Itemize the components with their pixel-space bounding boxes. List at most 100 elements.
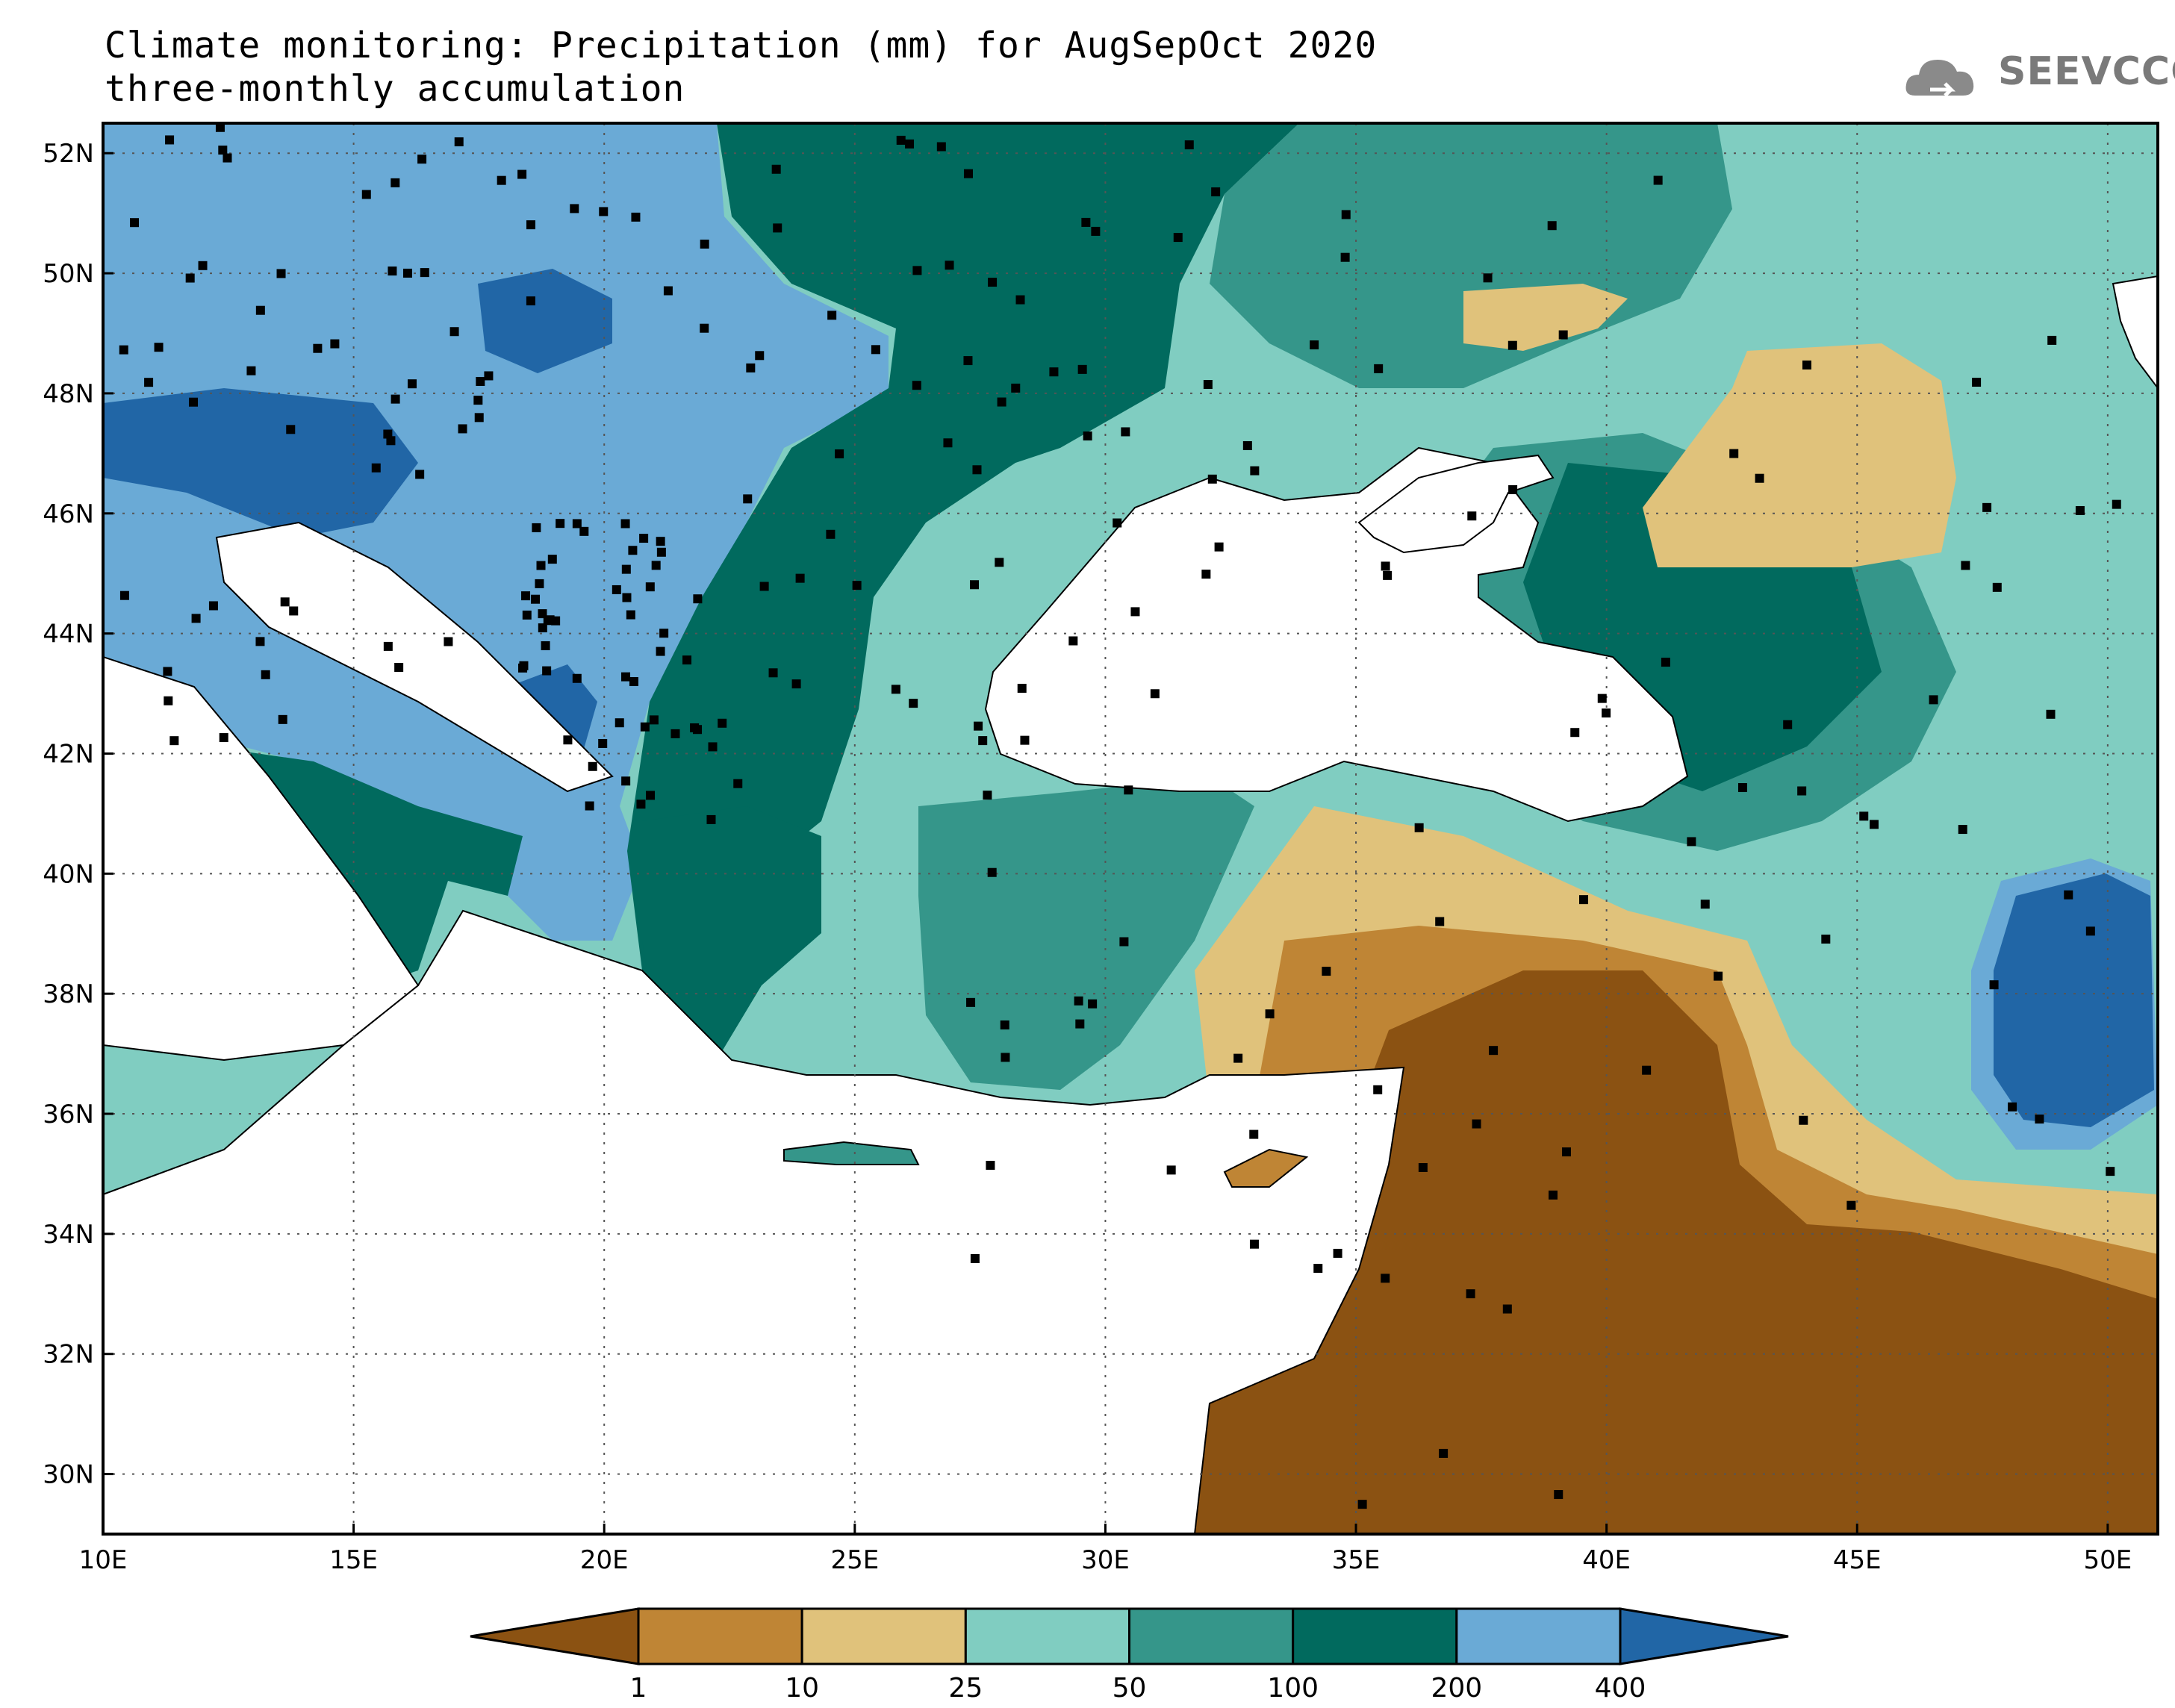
- colorbar-label: 25: [948, 1673, 983, 1704]
- station-marker: [972, 465, 982, 475]
- station-marker: [1088, 999, 1098, 1009]
- station-marker: [1333, 1248, 1342, 1258]
- station-marker: [588, 761, 597, 771]
- station-marker: [682, 655, 692, 665]
- station-marker: [1558, 330, 1568, 340]
- station-marker: [198, 261, 208, 270]
- station-marker: [1068, 636, 1078, 646]
- region-dry-russia: [1643, 343, 1956, 567]
- station-marker: [1119, 937, 1129, 947]
- station-marker: [768, 668, 778, 678]
- station-marker: [970, 1253, 980, 1263]
- lon-tick-label: 15E: [329, 1545, 378, 1575]
- station-marker: [1203, 380, 1213, 390]
- station-marker: [1961, 561, 1970, 570]
- station-marker: [521, 591, 531, 601]
- station-marker: [218, 146, 228, 155]
- station-marker: [640, 722, 650, 732]
- station-marker: [390, 178, 400, 187]
- lat-tick-label: 50N: [43, 259, 94, 289]
- station-marker: [693, 594, 703, 604]
- station-marker: [1130, 607, 1140, 617]
- region-levant-dark-brown: [1187, 970, 2158, 1534]
- caspian-sea: [2112, 275, 2158, 390]
- station-marker: [1797, 786, 1807, 796]
- station-marker: [1972, 378, 1982, 387]
- station-marker: [1472, 1119, 1481, 1129]
- station-marker: [215, 123, 225, 132]
- station-marker: [313, 343, 323, 353]
- station-marker: [871, 345, 880, 355]
- station-marker: [330, 339, 340, 349]
- station-marker: [614, 718, 624, 728]
- sea-areas: [103, 275, 2158, 1534]
- station-marker: [912, 381, 921, 390]
- station-marker: [1000, 1020, 1009, 1030]
- station-marker: [1091, 226, 1101, 236]
- station-marker: [746, 363, 756, 373]
- station-marker: [1074, 996, 1083, 1006]
- station-marker: [795, 573, 805, 583]
- region-caucasus-deep: [1994, 873, 2154, 1127]
- station-marker: [995, 558, 1004, 567]
- station-marker: [1373, 1085, 1383, 1094]
- station-marker: [1929, 695, 1938, 705]
- station-marker: [986, 1161, 995, 1171]
- colorbar-label: 10: [785, 1673, 819, 1704]
- station-marker: [1729, 449, 1739, 458]
- station-marker: [1322, 967, 1331, 976]
- station-marker: [407, 379, 417, 389]
- station-marker: [1869, 820, 1879, 829]
- region-western-blue: [103, 123, 889, 941]
- station-marker: [773, 223, 782, 233]
- station-marker: [154, 343, 164, 352]
- station-marker: [943, 438, 953, 448]
- station-marker: [1077, 364, 1087, 374]
- station-marker: [246, 366, 256, 375]
- lat-tick-label: 36N: [43, 1100, 94, 1129]
- station-marker: [1755, 473, 1764, 483]
- precipitation-field: [103, 123, 2158, 1534]
- station-marker: [656, 537, 665, 546]
- station-marker: [208, 601, 218, 611]
- station-marker: [276, 269, 286, 278]
- map-title: Climate monitoring: Precipitation (mm) f…: [105, 25, 1378, 66]
- station-marker: [852, 581, 862, 590]
- station-marker: [1642, 1065, 1652, 1075]
- lat-tick-label: 30N: [43, 1460, 94, 1490]
- station-marker: [612, 585, 621, 594]
- colorbar-label: 50: [1113, 1673, 1147, 1704]
- station-marker: [598, 738, 608, 748]
- station-marker: [417, 155, 427, 164]
- station-marker: [526, 296, 535, 306]
- lon-tick-label: 50E: [2084, 1545, 2132, 1575]
- station-marker: [1313, 1264, 1323, 1274]
- lat-tick-label: 42N: [43, 739, 94, 769]
- station-marker: [1265, 1009, 1275, 1019]
- station-marker: [420, 268, 429, 278]
- station-marker: [706, 814, 716, 824]
- adriatic-sea: [215, 521, 614, 793]
- region-czech-deep: [478, 269, 612, 373]
- station-marker: [1989, 980, 1999, 990]
- station-marker: [1081, 217, 1091, 227]
- tyrrhenian-sea: [103, 655, 420, 1062]
- station-marker: [191, 614, 201, 623]
- station-marker: [978, 736, 988, 746]
- station-markers: [119, 123, 2121, 1509]
- station-marker: [1714, 971, 1723, 981]
- station-marker: [144, 378, 154, 387]
- station-marker: [542, 666, 552, 676]
- station-marker: [563, 735, 573, 745]
- station-marker: [1250, 466, 1260, 476]
- station-marker: [1570, 728, 1580, 738]
- station-marker: [649, 715, 659, 725]
- station-marker: [1548, 1190, 1558, 1200]
- station-marker: [169, 736, 179, 746]
- station-marker: [2046, 709, 2056, 719]
- station-marker: [572, 673, 582, 683]
- region-greece-green: [642, 806, 821, 1060]
- station-marker: [255, 637, 265, 646]
- station-marker: [388, 267, 397, 276]
